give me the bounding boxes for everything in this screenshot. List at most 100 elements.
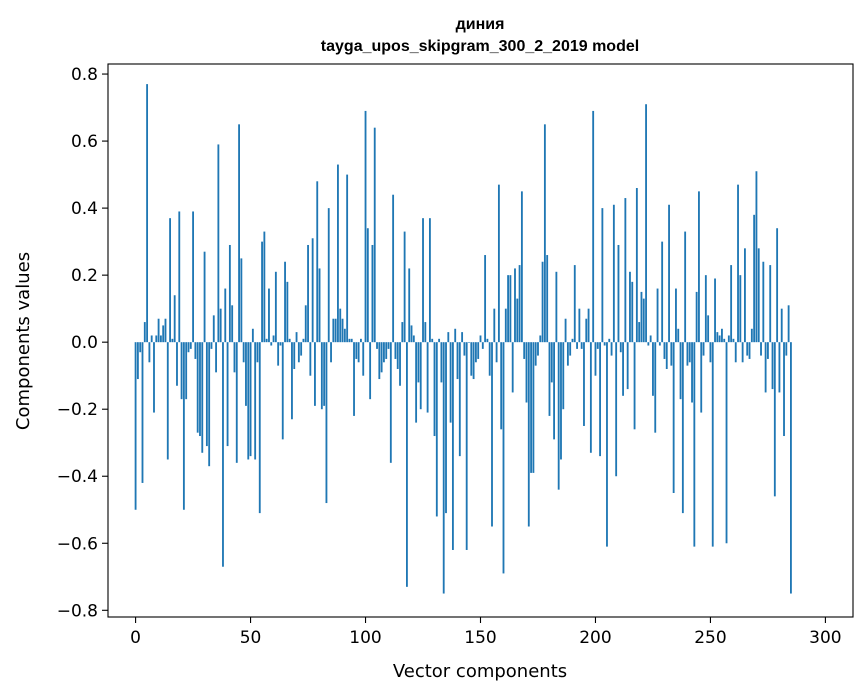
- bar: [277, 342, 280, 366]
- bar: [488, 342, 491, 376]
- bar: [778, 342, 781, 393]
- bar: [297, 342, 300, 363]
- bar: [714, 278, 716, 343]
- bar: [320, 342, 323, 410]
- bar: [525, 342, 528, 403]
- bar: [592, 110, 595, 343]
- bar: [166, 342, 169, 460]
- bar: [256, 342, 259, 363]
- bar: [635, 188, 638, 343]
- bar: [670, 342, 673, 366]
- bar: [507, 275, 510, 343]
- bar: [212, 315, 215, 343]
- bar: [385, 342, 388, 359]
- bar: [750, 328, 753, 343]
- bar: [486, 338, 489, 343]
- y-tick-label: 0.6: [71, 132, 98, 152]
- bar: [268, 288, 270, 343]
- bar: [760, 342, 762, 356]
- bar: [426, 342, 429, 413]
- y-tick-label: 0.0: [71, 333, 98, 353]
- bar: [629, 271, 631, 343]
- bar: [318, 268, 321, 343]
- bar: [314, 342, 316, 406]
- bar: [327, 208, 330, 343]
- bar: [258, 342, 261, 514]
- bar: [647, 342, 650, 346]
- bar: [454, 328, 457, 343]
- bar: [189, 342, 192, 349]
- bar: [548, 342, 551, 416]
- bar: [364, 110, 367, 343]
- bar: [440, 342, 443, 383]
- bar: [562, 342, 565, 410]
- bar: [578, 308, 581, 343]
- bar: [150, 335, 153, 343]
- bar: [741, 342, 744, 363]
- bar: [530, 342, 533, 473]
- bar: [419, 342, 422, 410]
- bar: [369, 342, 372, 400]
- bar: [394, 342, 397, 359]
- bar: [589, 342, 592, 453]
- bar: [316, 181, 319, 343]
- bar: [479, 335, 482, 343]
- bar: [539, 335, 542, 343]
- bar: [783, 342, 785, 437]
- bar: [399, 342, 401, 386]
- y-axis-label: Components values: [13, 252, 34, 430]
- bar: [162, 325, 165, 343]
- y-tick-label: 0.2: [71, 266, 98, 286]
- bar: [235, 342, 238, 463]
- bar: [624, 198, 627, 343]
- bar: [608, 338, 611, 343]
- bar: [491, 342, 493, 527]
- bar: [580, 342, 583, 349]
- y-tick-label: −0.6: [57, 534, 98, 554]
- bar: [546, 255, 549, 343]
- bar: [684, 231, 687, 343]
- bar: [550, 342, 553, 383]
- bar: [681, 342, 684, 514]
- bar: [428, 218, 431, 343]
- bar: [362, 342, 365, 376]
- bar: [744, 248, 746, 343]
- bar: [564, 318, 567, 343]
- bar: [465, 342, 468, 550]
- bar: [224, 288, 227, 343]
- bar: [658, 342, 661, 346]
- bar: [569, 342, 572, 356]
- y-axis: 0.8 0.6 0.4 0.2 0.0 −0.2 −0.4 −0.6 −0.8: [57, 65, 108, 621]
- bar: [755, 171, 758, 343]
- bar: [642, 298, 645, 343]
- bar: [537, 342, 539, 356]
- bar: [199, 342, 201, 437]
- bar: [412, 335, 415, 343]
- bar: [523, 342, 526, 359]
- bar: [481, 342, 484, 349]
- bar: [392, 194, 395, 343]
- bar: [272, 335, 275, 343]
- bar: [295, 332, 298, 343]
- bar: [173, 295, 176, 343]
- bar: [757, 248, 760, 343]
- bar: [433, 342, 436, 437]
- bar: [780, 308, 783, 343]
- bar: [157, 318, 160, 343]
- bar: [477, 342, 480, 359]
- bar: [617, 244, 620, 343]
- bar: [776, 228, 779, 343]
- bar: [543, 124, 546, 343]
- bar: [284, 261, 286, 343]
- bar: [571, 338, 574, 343]
- bar: [707, 315, 710, 343]
- bar: [732, 338, 735, 343]
- bar: [203, 251, 206, 343]
- bar: [677, 328, 680, 343]
- x-tick-label: 200: [579, 628, 611, 648]
- bar: [470, 342, 473, 376]
- bar: [300, 342, 303, 356]
- bar: [196, 342, 199, 433]
- bar: [484, 255, 487, 343]
- bar: [304, 305, 307, 343]
